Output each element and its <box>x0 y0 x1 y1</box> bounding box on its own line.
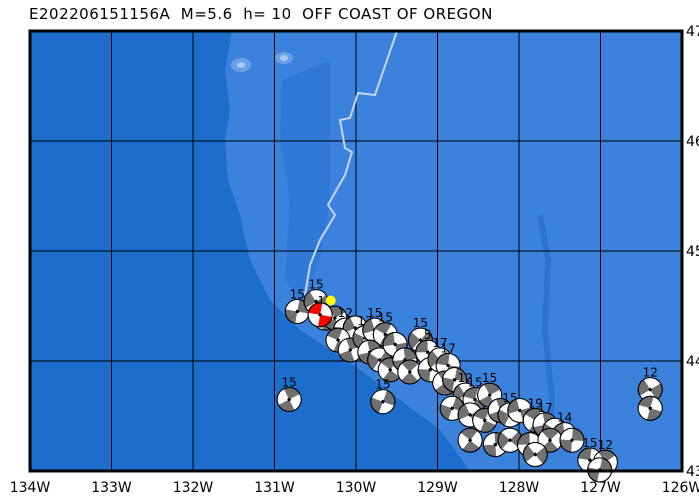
trough <box>537 214 556 441</box>
focal-mechanism-beachball[interactable] <box>393 355 427 389</box>
seamount-peak <box>237 62 245 68</box>
depth-label: 15 <box>375 378 390 392</box>
focal-mechanism-beachball[interactable] <box>469 405 500 436</box>
longitude-label: 126W <box>662 480 699 496</box>
depth-label: 14 <box>557 411 572 425</box>
depth-label: 15 <box>282 376 297 390</box>
focal-mechanism-beachball[interactable] <box>505 396 535 426</box>
depth-label: 17 <box>440 341 455 355</box>
focal-mechanism-beachball[interactable] <box>635 393 665 423</box>
depth-label: 5 <box>424 328 432 342</box>
axis-labels: 134W 133W 132W 131W 130W 129W 128W 127W 126W 47N 4… <box>10 24 699 496</box>
longitude-label: 127W <box>580 480 621 496</box>
latitude-label: 47N <box>686 24 699 40</box>
focal-mechanism-beachball[interactable] <box>453 423 487 457</box>
focal-mechanism-beachball[interactable] <box>273 383 305 415</box>
depth-label: 15 <box>582 436 597 450</box>
depth-label: 15 <box>378 311 393 325</box>
depth-label: 12 <box>338 306 353 320</box>
plate-boundary-line <box>304 30 398 296</box>
latitude-label: 43N <box>686 464 699 480</box>
latitude-label: 46N <box>686 134 699 150</box>
focal-mechanism-beachball[interactable] <box>518 438 552 472</box>
main-event-marker[interactable] <box>325 295 336 306</box>
depth-label: 12 <box>598 438 613 452</box>
seamount-peak <box>280 55 288 61</box>
map-title: E202206151156A M=5.6 h= 10 OFF COAST OF … <box>29 5 493 23</box>
depth-label: 12 <box>643 366 658 380</box>
slope-region <box>280 60 330 300</box>
focal-mechanism-beachball[interactable] <box>559 427 585 453</box>
latitude-label: 44N <box>686 354 699 370</box>
latitude-label: 45N <box>686 244 699 260</box>
longitude-label: 130W <box>336 480 377 496</box>
depth-label: 15 <box>482 371 497 385</box>
depth-label: 17 <box>432 336 447 350</box>
depth-label: 15 <box>367 306 382 320</box>
depth-label: 15 <box>413 316 428 330</box>
longitude-label: 132W <box>173 480 214 496</box>
longitude-label: 129W <box>417 480 458 496</box>
highlight-event-beachball[interactable] <box>306 301 334 329</box>
depth-label: 19 <box>528 396 543 410</box>
depth-label: 17 <box>537 401 552 415</box>
depth-label: 12 <box>458 371 473 385</box>
longitude-label: 133W <box>91 480 132 496</box>
focal-mechanism-beachball[interactable] <box>454 399 486 431</box>
depth-label: 15 <box>290 288 305 302</box>
map-frame <box>28 29 684 473</box>
longitude-label: 128W <box>499 480 540 496</box>
longitude-label: 134W <box>10 480 51 496</box>
focal-mechanism-beachball[interactable] <box>368 386 399 417</box>
longitude-label: 131W <box>254 480 295 496</box>
depth-label: 15 <box>308 278 323 292</box>
depth-label: 15 <box>467 376 482 390</box>
